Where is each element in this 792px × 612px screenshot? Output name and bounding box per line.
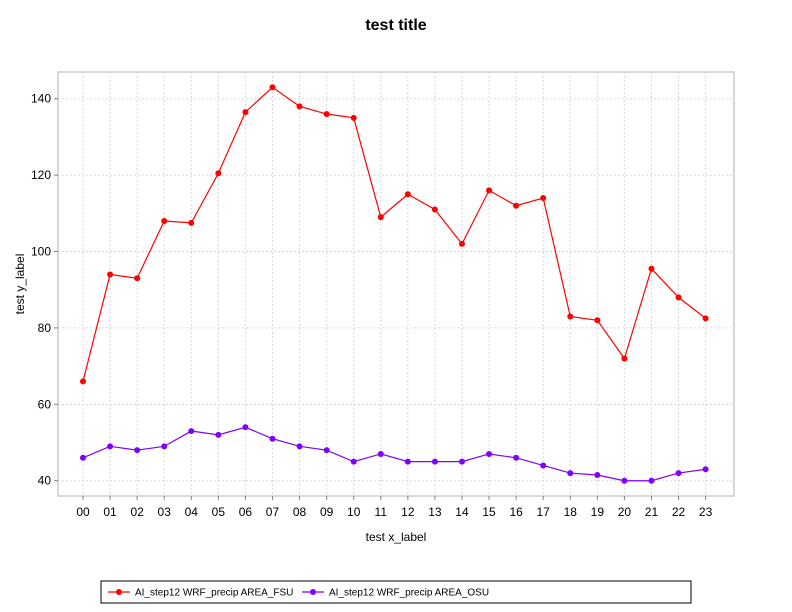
x-tick-label: 20: [618, 505, 632, 519]
y-tick-label: 120: [31, 168, 51, 182]
x-tick-label: 05: [212, 505, 226, 519]
data-point: [161, 443, 168, 450]
data-point: [323, 111, 330, 118]
series-2: [80, 424, 709, 484]
data-point: [377, 214, 384, 221]
legend-box: [100, 580, 692, 604]
x-tick-label: 07: [266, 505, 280, 519]
y-tick-label: 60: [38, 397, 52, 411]
legend-entry: AI_step12 WRF_precip AREA_FSU: [108, 588, 293, 599]
data-point: [161, 217, 168, 224]
y-tick-label: 100: [31, 245, 51, 259]
data-point: [107, 271, 114, 278]
x-tick-label: 23: [699, 505, 713, 519]
data-point: [215, 431, 222, 438]
legend-label: AI_step12 WRF_precip AREA_OSU: [329, 588, 489, 599]
legend-entry: AI_step12 WRF_precip AREA_OSU: [302, 588, 489, 599]
data-point: [540, 195, 547, 202]
y-tick-label: 80: [38, 321, 52, 335]
x-tick-label: 19: [591, 505, 605, 519]
data-point: [486, 450, 493, 457]
data-point: [215, 170, 222, 177]
grid: [58, 72, 734, 496]
data-point: [594, 317, 601, 324]
x-tick-label: 15: [482, 505, 496, 519]
data-point: [594, 471, 601, 478]
x-tick-label: 17: [537, 505, 551, 519]
x-tick-label: 03: [158, 505, 172, 519]
x-tick-label: 09: [320, 505, 334, 519]
legend-label: AI_step12 WRF_precip AREA_FSU: [135, 588, 293, 599]
data-point: [350, 458, 357, 465]
data-point: [675, 294, 682, 301]
x-tick-label: 14: [455, 505, 469, 519]
data-point: [648, 477, 655, 484]
x-tick-label: 12: [401, 505, 415, 519]
data-point: [513, 454, 520, 461]
x-tick-label: 00: [76, 505, 90, 519]
data-point: [458, 458, 465, 465]
data-point: [80, 378, 86, 385]
x-tick-label: 22: [672, 505, 686, 519]
data-point: [702, 466, 709, 473]
plot-area: [57, 71, 735, 497]
data-point: [107, 443, 114, 450]
chart-title: test title: [365, 17, 426, 34]
data-point: [404, 191, 411, 198]
series-line: [82, 86, 706, 382]
data-point: [296, 443, 303, 450]
data-point: [702, 315, 709, 322]
data-point: [269, 435, 276, 442]
data-point: [296, 103, 303, 110]
data-point: [675, 470, 682, 477]
data-point: [431, 458, 438, 465]
data-point: [567, 470, 574, 477]
data-point: [431, 206, 438, 213]
series-1: [80, 84, 709, 385]
x-tick-label: 08: [293, 505, 307, 519]
data-point: [242, 109, 249, 116]
data-point: [242, 424, 249, 431]
x-tick-label: 13: [428, 505, 442, 519]
data-point: [323, 447, 330, 454]
legend-marker: [116, 589, 122, 595]
data-point: [188, 428, 195, 435]
data-point: [513, 202, 520, 209]
data-point: [458, 240, 465, 247]
axis-ticks: 00 01 02 03 04 05 06 07 08 09 10 11 12 13 14 15 16 17 18 19…: [31, 92, 713, 519]
data-point: [188, 219, 195, 226]
x-tick-label: 11: [375, 505, 388, 519]
data-point: [350, 114, 357, 121]
data-point: [648, 265, 655, 272]
data-point: [621, 355, 628, 362]
x-tick-label: 10: [347, 505, 361, 519]
data-point: [486, 187, 493, 194]
x-tick-label: 21: [645, 505, 659, 519]
data-point: [269, 84, 276, 91]
series-line: [82, 426, 706, 482]
x-tick-label: 16: [509, 505, 523, 519]
data-point: [404, 458, 411, 465]
y-tick-label: 40: [38, 474, 52, 488]
legend-marker: [310, 589, 316, 595]
x-axis-label: test x_label: [366, 530, 427, 544]
data-point: [567, 313, 574, 320]
y-tick-label: 140: [31, 92, 51, 106]
legend: AI_step12 WRF_precip AREA_FSU AI_step12 W…: [100, 580, 692, 604]
series-lines: [80, 84, 709, 484]
x-tick-label: 02: [130, 505, 144, 519]
data-point: [80, 454, 86, 461]
x-tick-label: 18: [564, 505, 578, 519]
data-point: [377, 450, 384, 457]
x-tick-label: 06: [239, 505, 253, 519]
data-point: [134, 447, 141, 454]
y-axis-label: test y_label: [13, 254, 27, 315]
x-tick-label: 01: [103, 505, 117, 519]
x-tick-label: 04: [185, 505, 199, 519]
data-point: [621, 477, 628, 484]
data-point: [540, 462, 547, 469]
data-point: [134, 275, 141, 282]
